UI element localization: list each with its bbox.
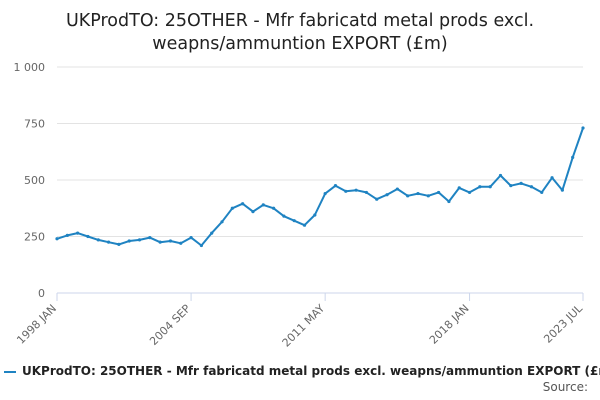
- data-point: [76, 231, 80, 235]
- data-point: [137, 238, 142, 242]
- chart-title-line-1: UKProdTO: 25OTHER - Mfr fabricatd metal …: [65, 11, 535, 31]
- data-point: [282, 214, 286, 218]
- chart-title-line-2: weapns/ammuntion EXPORT (£m): [152, 34, 448, 54]
- data-point: [426, 194, 430, 198]
- data-point: [488, 185, 492, 189]
- data-point: [230, 206, 234, 210]
- data-point: [168, 239, 173, 243]
- x-tick-label: 1998 JAN: [14, 302, 59, 347]
- data-point: [65, 233, 69, 237]
- data-point: [550, 176, 554, 180]
- data-point: [364, 190, 369, 195]
- y-tick-label: 0: [38, 287, 45, 300]
- data-point: [437, 190, 441, 195]
- data-point: [127, 239, 131, 243]
- data-point: [395, 187, 399, 191]
- data-point: [571, 155, 575, 159]
- data-point: [498, 173, 503, 178]
- x-tick-label: 2023 JUL: [541, 301, 585, 345]
- data-point: [292, 219, 296, 223]
- data-point: [302, 223, 307, 227]
- data-point: [323, 191, 327, 196]
- data-point: [333, 184, 338, 188]
- data-point: [251, 210, 255, 214]
- data-point: [416, 191, 420, 196]
- x-tick-label: 2011 MAY: [280, 302, 328, 350]
- data-point: [354, 188, 358, 192]
- data-point: [96, 238, 100, 242]
- data-point: [467, 190, 472, 195]
- data-point: [271, 206, 276, 210]
- data-point: [447, 199, 451, 204]
- data-point: [457, 186, 461, 190]
- data-point: [117, 242, 121, 247]
- y-tick-label: 500: [24, 174, 45, 187]
- data-point: [529, 185, 534, 189]
- data-point: [86, 234, 90, 239]
- data-point: [241, 202, 245, 206]
- data-point: [189, 236, 193, 240]
- data-point: [55, 237, 59, 241]
- data-point: [375, 197, 379, 201]
- data-point: [478, 185, 482, 189]
- legend-label: UKProdTO: 25OTHER - Mfr fabricatd metal …: [22, 364, 600, 378]
- legend-swatch: [4, 370, 16, 373]
- data-point: [509, 184, 513, 188]
- data-point: [519, 181, 523, 185]
- y-tick-label: 250: [24, 231, 45, 244]
- x-tick-label: 2004 SEP: [147, 302, 193, 348]
- data-point: [199, 243, 203, 248]
- data-point: [158, 240, 162, 244]
- source-label: Source:: [542, 380, 588, 394]
- y-tick-label: 750: [24, 118, 45, 131]
- data-point: [406, 194, 410, 198]
- x-tick-label: 2018 JAN: [427, 302, 472, 347]
- data-point: [560, 188, 564, 192]
- legend[interactable]: UKProdTO: 25OTHER - Mfr fabricatd metal …: [4, 364, 600, 378]
- data-point: [261, 203, 265, 207]
- data-point: [179, 241, 183, 245]
- y-tick-label: 1 000: [14, 61, 46, 74]
- data-point: [581, 126, 585, 130]
- data-point: [385, 193, 389, 197]
- data-point: [148, 236, 152, 240]
- data-point: [540, 190, 544, 195]
- data-point: [220, 220, 224, 224]
- series-line: [56, 127, 584, 247]
- data-point: [313, 213, 317, 217]
- data-point: [106, 240, 111, 244]
- data-point: [210, 231, 214, 235]
- data-point: [344, 189, 348, 193]
